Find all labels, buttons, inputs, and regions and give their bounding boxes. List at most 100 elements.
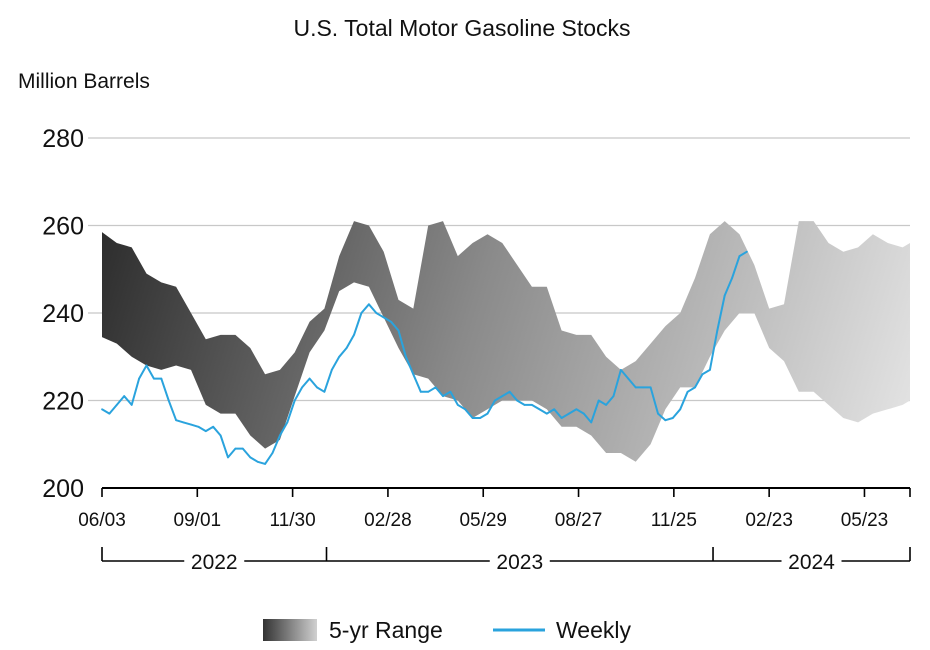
y-tick-label: 220 [42, 388, 84, 416]
weekly-data-point [182, 421, 185, 424]
year-label-bg [781, 549, 842, 573]
weekly-data-point [153, 377, 155, 380]
weekly-data-point [523, 404, 526, 406]
weekly-data-point [241, 447, 244, 450]
weekly-data-point [671, 417, 674, 419]
weekly-data-point [723, 294, 726, 297]
weekly-data-point [716, 329, 719, 332]
range-band-layer [102, 221, 910, 462]
weekly-data-point [167, 399, 170, 402]
weekly-series-line [101, 250, 748, 465]
weekly-data-point [501, 395, 504, 397]
weekly-data-point [353, 334, 355, 336]
weekly-data-point [597, 399, 600, 402]
weekly-data-point [649, 386, 652, 389]
weekly-data-point [382, 316, 385, 319]
weekly-data-point [138, 377, 141, 380]
weekly-data-point [368, 303, 370, 306]
y-tick-label: 200 [42, 475, 84, 503]
weekly-data-point [531, 404, 533, 406]
weekly-data-point [516, 399, 518, 402]
weekly-data-point [115, 404, 118, 406]
weekly-data-point [204, 430, 207, 432]
weekly-data-point [553, 408, 556, 411]
weekly-data-point [464, 408, 467, 411]
x-tick-label: 11/25 [651, 510, 697, 531]
weekly-data-point [538, 408, 541, 411]
weekly-data-point [582, 412, 585, 415]
weekly-data-point [397, 329, 400, 332]
weekly-data-point [486, 412, 489, 415]
y-tick-label: 280 [42, 125, 84, 153]
weekly-data-point [545, 412, 548, 415]
legend: 5-yr Range Weekly [263, 617, 631, 643]
weekly-data-point [694, 386, 696, 389]
x-tick-label: 06/03 [78, 510, 126, 531]
weekly-data-point [412, 373, 415, 376]
weekly-data-point [679, 408, 682, 411]
weekly-data-point [605, 404, 607, 406]
weekly-data-point [256, 460, 259, 463]
weekly-data-point [175, 419, 178, 422]
weekly-data-point [197, 425, 200, 428]
weekly-data-point [738, 255, 741, 257]
weekly-data-point [494, 399, 496, 402]
weekly-data-point [360, 312, 363, 314]
weekly-data-point [338, 355, 341, 358]
y-tick-label: 240 [42, 300, 84, 328]
weekly-data-point [316, 386, 318, 389]
y-axis-units-label: Million Barrels [18, 70, 150, 93]
weekly-data-point [427, 390, 430, 393]
weekly-data-point [508, 390, 511, 393]
legend-label-weekly: Weekly [556, 617, 631, 643]
weekly-data-point [219, 434, 222, 437]
weekly-line-layer [101, 250, 748, 465]
weekly-data-point [212, 425, 215, 428]
five-year-range-band [102, 221, 910, 462]
weekly-data-point [308, 377, 311, 380]
weekly-data-point [405, 355, 407, 358]
chart-title: U.S. Total Motor Gasoline Stocks [293, 15, 630, 41]
weekly-data-point [664, 419, 667, 422]
weekly-data-point [701, 373, 704, 376]
weekly-data-point [301, 386, 303, 389]
x-tick-label: 02/28 [364, 510, 412, 531]
x-axis: 06/03 09/01 11/30 02/28 05/29 08/27 11/25 02/23… [78, 487, 911, 574]
weekly-data-point [456, 404, 459, 406]
weekly-data-point [590, 421, 593, 424]
weekly-data-point [101, 408, 103, 411]
year-label: 2022 [191, 551, 238, 574]
weekly-data-point [279, 434, 281, 437]
weekly-data-point [560, 417, 563, 419]
weekly-data-point [323, 390, 326, 393]
weekly-data-point [479, 417, 481, 419]
weekly-data-point [375, 312, 378, 314]
x-tick-label: 02/23 [745, 510, 793, 531]
weekly-data-point [234, 447, 237, 450]
weekly-data-point [568, 412, 570, 415]
y-tick-label: 260 [42, 213, 84, 241]
weekly-data-point [612, 395, 615, 397]
x-tick-label: 08/27 [555, 510, 603, 531]
weekly-data-point [471, 417, 474, 419]
weekly-data-point [620, 369, 622, 371]
year-label-bg [184, 549, 245, 573]
weekly-data-point [345, 347, 348, 349]
legend-swatch-range [263, 619, 317, 641]
weekly-data-point [634, 386, 637, 389]
weekly-data-point [627, 377, 630, 380]
year-label-bg [489, 549, 550, 573]
weekly-data-point [642, 386, 644, 389]
gridlines: 200 220 240 260 280 [42, 125, 910, 503]
weekly-data-point [746, 250, 748, 253]
weekly-data-point [190, 423, 192, 426]
weekly-data-point [249, 456, 252, 459]
weekly-data-point [330, 369, 333, 371]
weekly-data-point [449, 390, 452, 393]
weekly-data-point [286, 421, 289, 424]
weekly-data-point [686, 390, 689, 393]
x-tick-label: 05/23 [841, 510, 889, 531]
weekly-data-point [731, 277, 733, 279]
weekly-data-point [657, 412, 659, 415]
